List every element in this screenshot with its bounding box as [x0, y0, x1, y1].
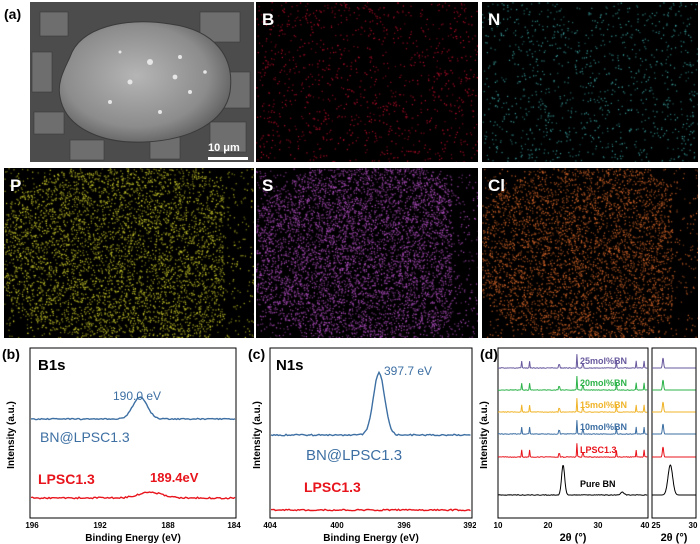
panel-c-xlabel: Binding Energy (eV) [323, 533, 419, 544]
eds-map-s-title: S [262, 176, 274, 195]
xrd-zoom-trace [652, 423, 696, 435]
panel-b-xtick: 196 [25, 521, 39, 530]
panel-b-xtick: 184 [227, 521, 241, 530]
panel-c-frame [269, 347, 473, 519]
panel-c-ylabel: Intensity (a.u.) [252, 401, 263, 469]
xrd-trace [497, 398, 648, 414]
scale-bar [208, 157, 248, 160]
xrd-zoom-trace [652, 464, 696, 496]
xrd-series-label: 20mol%BN [580, 378, 627, 388]
xrd-trace [497, 443, 648, 458]
panel-d-zoom-traces [652, 357, 696, 496]
xrd-zoom-trace [652, 446, 696, 458]
panel-d-xlabel-main: 2θ (°) [560, 532, 587, 544]
xrd-zoom-trace [652, 401, 696, 413]
panel-d-ylabel: Intensity (a.u.) [479, 401, 490, 469]
xrd-zoom-trace [652, 357, 696, 369]
panel-b-bottom-peak-label: 189.4eV [150, 470, 199, 485]
scale-bar-label: 10 μm [208, 142, 240, 154]
panel-c-bottom-curve-label: LPSC1.3 [304, 479, 361, 495]
eds-map-s: S [256, 168, 478, 338]
eds-map-n-dots [482, 2, 698, 162]
xrd-trace [497, 465, 648, 496]
sem-image: 10 μm [30, 2, 254, 162]
xrd-series-label: LPSC1.3 [580, 445, 617, 455]
panel-d-xtick: 10 [494, 521, 503, 530]
panel-b-xtick: 188 [161, 521, 175, 530]
panel-b-top-curve [30, 396, 236, 421]
panel-b-label: (b) [2, 346, 20, 362]
xrd-series-label: 10mol%BN [580, 422, 627, 432]
eds-map-b: B [256, 2, 478, 162]
panel-c-top-curve-label: BN@LPSC1.3 [306, 447, 402, 464]
panel-d-main-traces: 25mol%BN 20mol%BN 15mol%BN 10mol%BN LPSC1.3 P… [497, 354, 648, 496]
xrd-series-label: 25mol%BN [580, 356, 627, 366]
panel-d-xlabel-zoom: 2θ (°) [661, 532, 688, 544]
panel-d-xtick: 40 [641, 521, 650, 530]
panel-c-label: (c) [248, 346, 266, 362]
panel-b-title: B1s [38, 357, 66, 374]
xrd-zoom-trace [652, 379, 696, 391]
panel-c-top-curve [270, 370, 471, 437]
xrd-series-label: 15mol%BN [580, 400, 627, 410]
eds-map-n-title: N [488, 10, 501, 29]
eds-map-b-dots [256, 2, 478, 162]
panel-b-ylabel: Intensity (a.u.) [6, 401, 17, 469]
sem-particle-graphic [30, 2, 254, 162]
xps-b1s-chart: Intensity (a.u.) B1s 190.0 eV BN@LPSC1.3… [6, 347, 241, 544]
panel-a-label: (a) [4, 6, 22, 22]
panel-b-bottom-curve-label: LPSC1.3 [38, 471, 95, 487]
eds-map-p-title: P [10, 176, 22, 195]
eds-map-b-title: B [262, 10, 275, 29]
panel-c-bottom-curve [271, 508, 471, 512]
panel-c-title: N1s [276, 357, 304, 374]
eds-map-s-dots [256, 168, 478, 338]
panel-c-xtick: 404 [263, 521, 277, 530]
eds-map-p: P [4, 168, 254, 338]
panel-c-xtick: 392 [463, 521, 476, 530]
panel-d-xtick: 30 [594, 521, 603, 530]
xps-n1s-chart: Intensity (a.u.) N1s 397.7 eV BN@LPSC1.3… [252, 347, 476, 544]
eds-map-cl-dots [482, 168, 698, 338]
panel-b-frame [29, 347, 237, 519]
panel-c-xtick: 396 [397, 521, 411, 530]
eds-map-cl: Cl [482, 168, 698, 338]
panel-d-label: (d) [480, 346, 498, 362]
eds-map-n: N [482, 2, 698, 162]
xrd-trace [497, 420, 648, 435]
panel-b-top-peak-label: 190.0 eV [113, 389, 161, 403]
eds-map-p-dots [4, 168, 254, 338]
panel-c-top-peak-label: 397.7 eV [384, 364, 432, 378]
panel-b-bottom-curve [30, 491, 236, 500]
panel-b-xlabel: Binding Energy (eV) [85, 533, 181, 544]
panel-c-xtick: 400 [330, 521, 344, 530]
panel-d-main-frame [497, 347, 649, 519]
panel-d-xtick: 25 [652, 521, 661, 530]
xrd-chart: Intensity (a.u.) 25mol%BN 20mol%BN 15mol%B… [479, 347, 698, 544]
panel-d-xtick: 20 [544, 521, 553, 530]
panel-d-zoom-frame [651, 347, 697, 519]
panel-b-xtick: 192 [93, 521, 107, 530]
xrd-trace [497, 354, 648, 369]
eds-map-cl-title: Cl [488, 176, 505, 195]
xrd-trace [497, 375, 648, 391]
panel-d-xtick: 30 [689, 521, 698, 530]
xrd-series-label: Pure BN [580, 479, 616, 489]
panel-b-top-curve-label: BN@LPSC1.3 [40, 429, 130, 445]
